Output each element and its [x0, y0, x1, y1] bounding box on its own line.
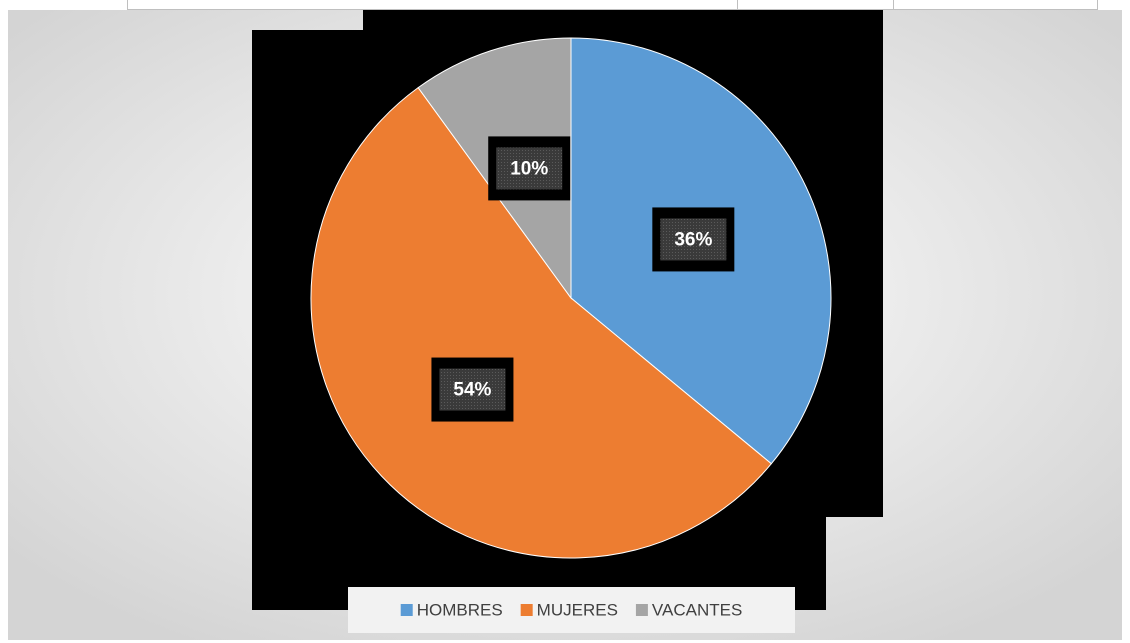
legend-label: MUJERES [537, 600, 618, 619]
legend-item: HOMBRES [400, 600, 503, 619]
legend-swatch [635, 604, 648, 616]
data-label: 36% [652, 207, 735, 272]
legend-label: VACANTES [652, 600, 742, 619]
data-label-text: 36% [674, 229, 712, 250]
pie [310, 37, 832, 559]
data-label: 54% [431, 357, 514, 422]
label-bg [439, 368, 506, 411]
legend: HOMBRES MUJERES VACANTES [400, 600, 742, 619]
data-label: 10% [488, 136, 571, 201]
pie-slice [310, 86, 773, 559]
label-bg [660, 218, 727, 261]
legend-item: MUJERES [520, 600, 618, 619]
data-labels: 36% 54% 10% [431, 136, 735, 422]
legend-box [348, 587, 795, 633]
legend-item: VACANTES [635, 600, 742, 619]
data-label-text: 10% [510, 158, 548, 179]
legend-label: HOMBRES [417, 600, 503, 619]
legend-swatch [520, 604, 533, 616]
label-bg [496, 147, 563, 190]
table-borders [127, 0, 1098, 10]
data-label-text: 54% [453, 380, 491, 401]
legend-swatch [400, 604, 413, 616]
